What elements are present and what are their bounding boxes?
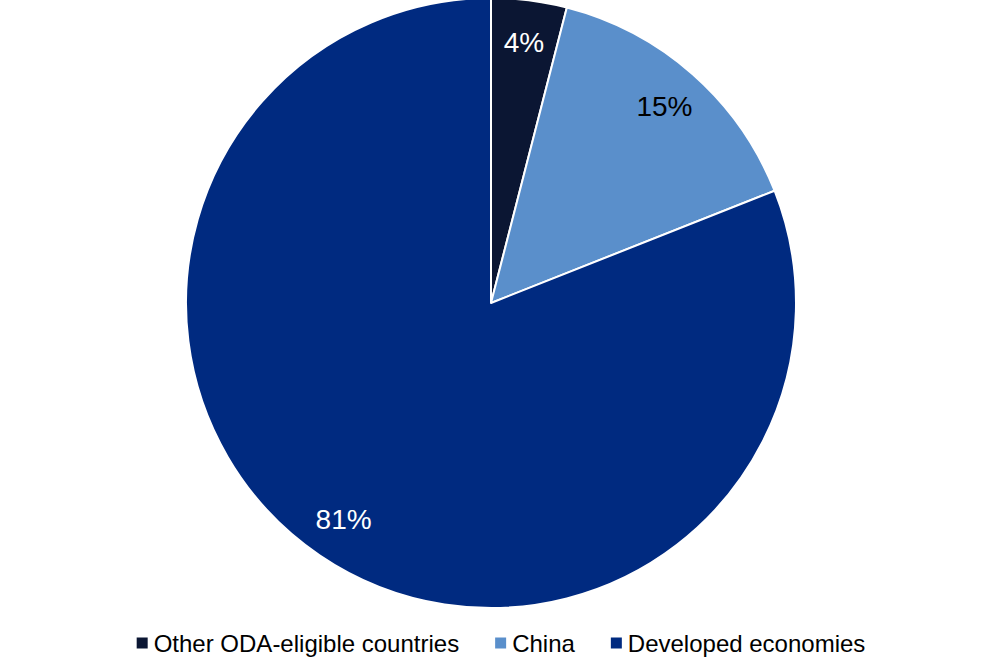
svg-text:15%: 15% — [636, 91, 692, 122]
svg-text:Developed economies: Developed economies — [628, 630, 865, 657]
svg-text:81%: 81% — [316, 504, 372, 535]
svg-text:China: China — [512, 630, 575, 657]
svg-text:4%: 4% — [504, 27, 544, 58]
svg-text:Other ODA-eligible countries: Other ODA-eligible countries — [154, 630, 459, 657]
